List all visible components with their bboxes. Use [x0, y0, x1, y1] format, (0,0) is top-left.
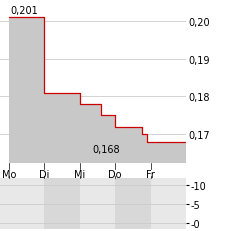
Bar: [80, 178, 115, 229]
Bar: [9, 178, 44, 229]
Text: 0,201: 0,201: [11, 6, 38, 16]
Text: 0,168: 0,168: [93, 144, 120, 154]
Bar: [44, 178, 80, 229]
Text: Do: Do: [108, 169, 122, 179]
Text: Di: Di: [39, 169, 49, 179]
Text: Mo: Mo: [2, 169, 16, 179]
Bar: [150, 178, 186, 229]
Bar: [115, 178, 150, 229]
Text: Mi: Mi: [74, 169, 85, 179]
Text: Fr: Fr: [146, 169, 155, 179]
